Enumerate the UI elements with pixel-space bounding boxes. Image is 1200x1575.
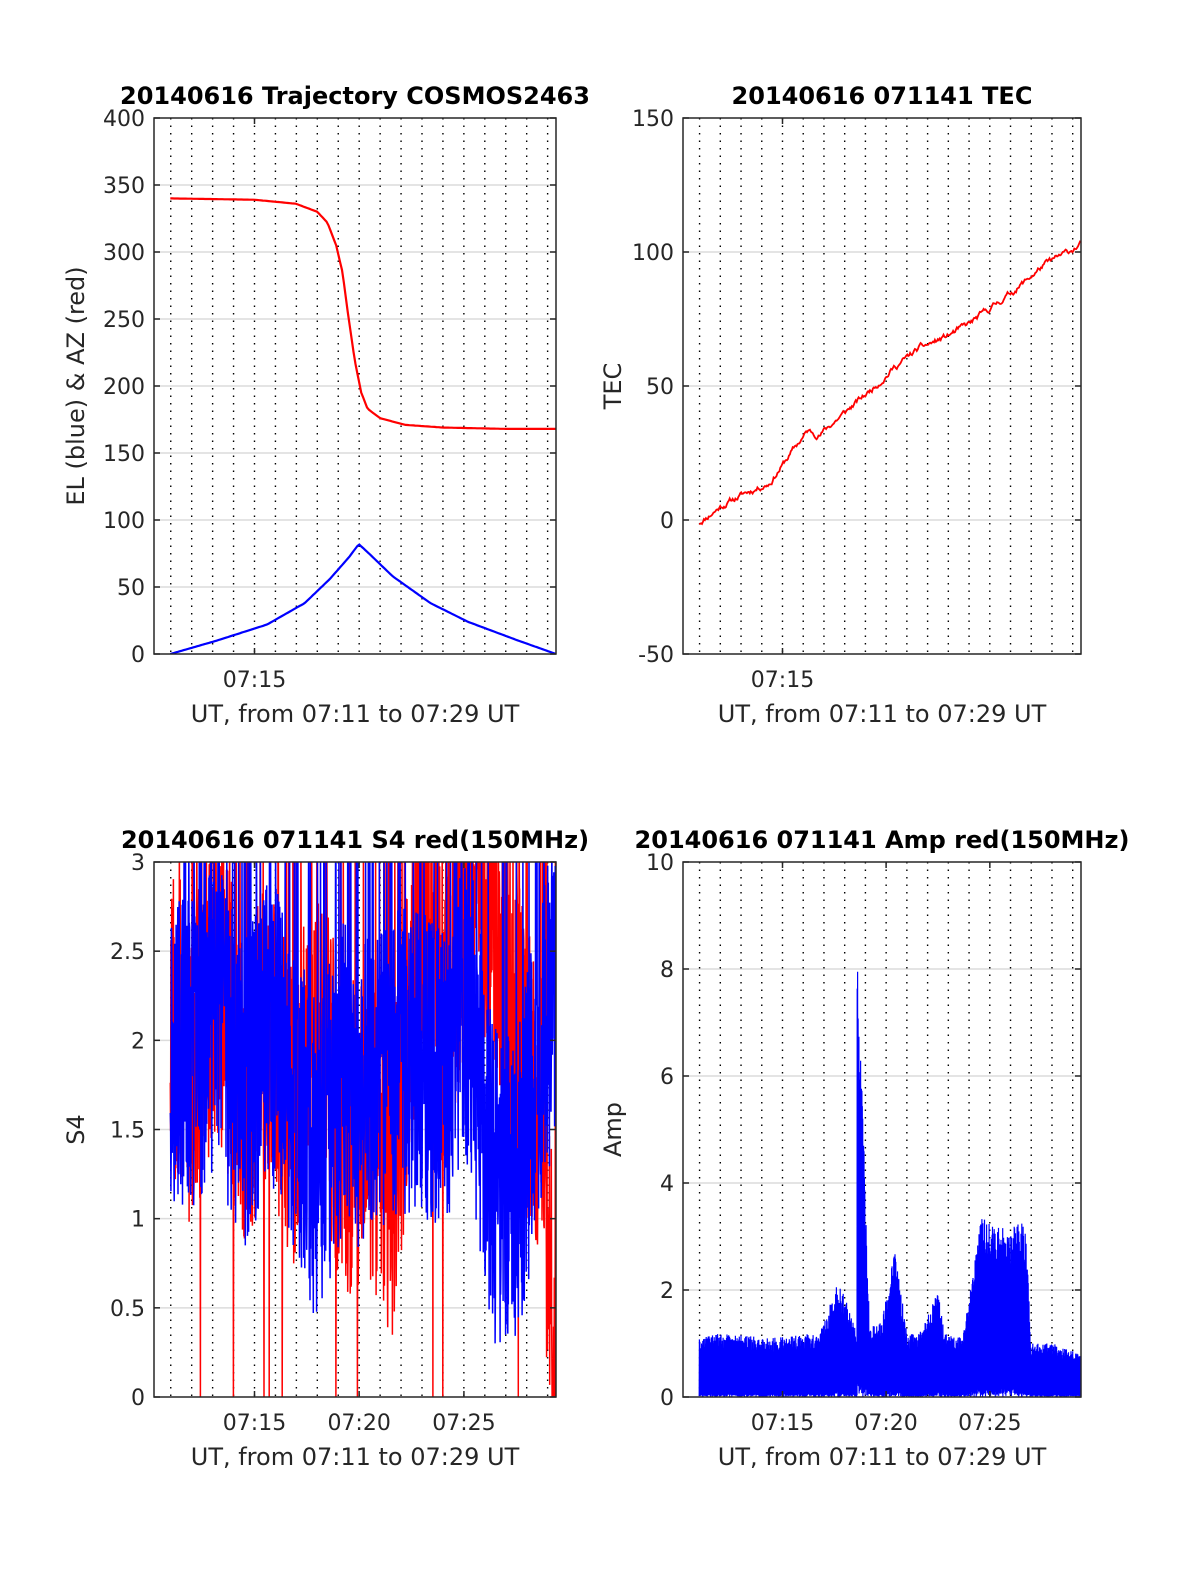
series-group (169, 197, 556, 654)
y-tick-label: 300 (103, 241, 145, 266)
y-tick-label: 150 (632, 107, 674, 132)
y-tick-label: 0.5 (110, 1297, 145, 1322)
y-tick-label: 6 (660, 1065, 674, 1090)
chart-panel-2: -50 0 50 100 150 07:15 UT, from 07:11 to 07:29… (599, 82, 1082, 728)
series-group (699, 240, 1081, 526)
x-axis-label: UT, from 07:11 to 07:29 UT (191, 700, 520, 728)
x-tick-label: 07:15 (751, 1411, 814, 1436)
y-axis-label: TEC (599, 363, 627, 411)
x-tick-label: 07:15 (223, 1411, 286, 1436)
y-tick-label: 350 (103, 174, 145, 199)
x-tick-label: 07:20 (854, 1411, 917, 1436)
x-axis-label: UT, from 07:11 to 07:29 UT (718, 1443, 1047, 1471)
chart-title: 20140616 Trajectory COSMOS2463 (120, 82, 590, 110)
y-tick-label: 150 (103, 442, 145, 467)
series-group (169, 862, 556, 1397)
y-tick-label: 3 (131, 851, 145, 876)
x-tick-label: 07:15 (223, 668, 286, 693)
chart-title: 20140616 071141 S4 red(150MHz) (121, 826, 589, 854)
y-tick-label: 200 (103, 375, 145, 400)
y-tick-label: 8 (660, 958, 674, 983)
x-axis-label: UT, from 07:11 to 07:29 UT (718, 700, 1047, 728)
y-tick-label: 100 (103, 509, 145, 534)
y-tick-label: 2 (660, 1279, 674, 1304)
y-tick-label: 250 (103, 308, 145, 333)
x-tick-label: 07:25 (958, 1411, 1021, 1436)
y-tick-label: 1.5 (110, 1119, 145, 1144)
y-tick-label: 1 (131, 1208, 145, 1233)
chart-title: 20140616 071141 TEC (732, 82, 1033, 110)
y-tick-label: 2.5 (110, 940, 145, 965)
y-tick-label: 0 (660, 1386, 674, 1411)
y-tick-label: 400 (103, 107, 145, 132)
chart-panel-3: 0 0.5 1 1.5 2 2.5 3 07:15 07:20 07:25 UT, from 07:… (62, 826, 589, 1471)
s4-blue-line (169, 862, 556, 1344)
y-tick-label: 50 (117, 576, 145, 601)
elevation-line (169, 543, 556, 654)
y-tick-label: -50 (638, 643, 674, 668)
x-tick-label: 07:15 (751, 668, 814, 693)
y-axis-label: Amp (599, 1102, 627, 1157)
chart-panel-4: 0 2 4 6 8 10 07:15 07:20 07:25 UT, from 07:11 to … (599, 826, 1129, 1471)
x-axis-label: UT, from 07:11 to 07:29 UT (191, 1443, 520, 1471)
y-axis-label: EL (blue) & AZ (red) (62, 266, 90, 505)
y-axis-label: S4 (62, 1114, 90, 1145)
y-tick-label: 50 (646, 375, 674, 400)
x-tick-label: 07:20 (327, 1411, 390, 1436)
y-tick-label: 0 (660, 509, 674, 534)
chart-panel-1: 0 50 100 150 200 250 300 350 400 07:15 UT, from 07… (62, 82, 590, 728)
y-tick-label: 100 (632, 241, 674, 266)
y-tick-label: 0 (131, 643, 145, 668)
chart-title: 20140616 071141 Amp red(150MHz) (635, 826, 1130, 854)
tec-line (699, 240, 1081, 526)
y-tick-label: 10 (646, 851, 674, 876)
y-tick-label: 0 (131, 1386, 145, 1411)
y-tick-label: 2 (131, 1029, 145, 1054)
y-tick-label: 4 (660, 1172, 674, 1197)
x-tick-label: 07:25 (432, 1411, 495, 1436)
axes-box (682, 861, 1082, 1398)
azimuth-line (170, 197, 556, 430)
